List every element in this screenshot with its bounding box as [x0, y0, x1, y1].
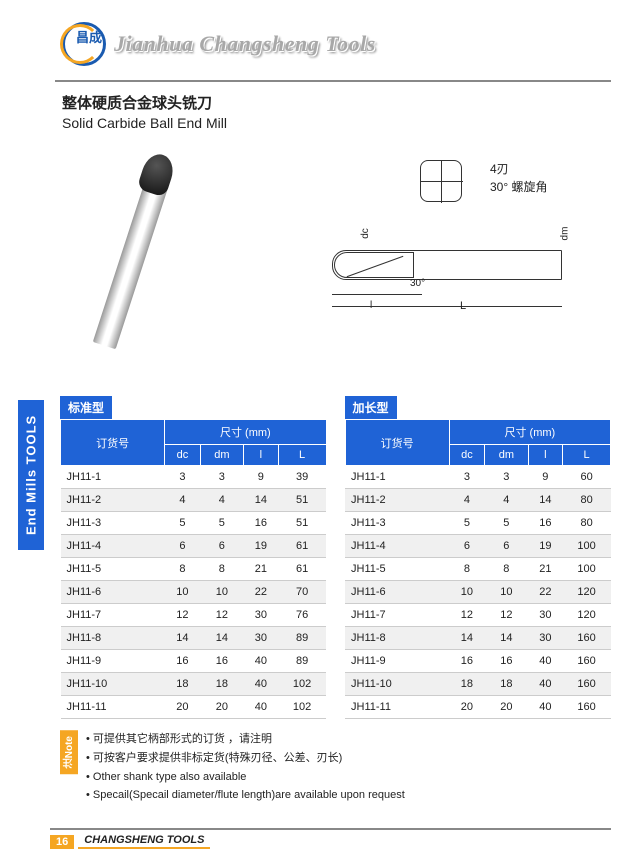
side-category-tab: End Mills TOOLS [18, 400, 44, 550]
table-row: JH11-712123076 [61, 604, 327, 627]
page-number: 16 [50, 835, 74, 849]
table-row: JH11-58821100 [345, 558, 611, 581]
table-row: JH11-814143089 [61, 627, 327, 650]
note-item: Other shank type also available [86, 768, 405, 787]
table-row: JH11-3551680 [345, 512, 611, 535]
table-long-caption: 加长型 [345, 396, 397, 419]
product-title-cn: 整体硬质合金球头铣刀 [62, 92, 227, 113]
brand-title: Jianhua Changsheng Tools [114, 31, 376, 57]
col-dc: dc [449, 445, 485, 466]
col-dc: dc [165, 445, 201, 466]
dim-angle: 30° [410, 278, 425, 289]
table-long: 加长型 订货号 尺寸 (mm) dcdmlL JH11-133960JH11-2… [345, 396, 612, 719]
spec-tables: 标准型 订货号 尺寸 (mm) dcdmlL JH11-133939JH11-2… [60, 396, 611, 719]
col-order: 订货号 [345, 420, 449, 466]
table-row: JH11-10181840102 [61, 673, 327, 696]
table-row: JH11-133939 [61, 466, 327, 489]
table-long-body: JH11-133960JH11-2441480JH11-3551680JH11-… [345, 466, 611, 719]
col-dm: dm [485, 445, 528, 466]
header-divider [55, 80, 611, 82]
col-l: l [244, 445, 279, 466]
table-standard: 标准型 订货号 尺寸 (mm) dcdmlL JH11-133939JH11-2… [60, 396, 327, 719]
col-l: l [528, 445, 563, 466]
table-row: JH11-5882161 [61, 558, 327, 581]
col-dm: dm [200, 445, 243, 466]
notes-section: 注Note 可提供其它柄部形式的订货 ，请注明可按客户要求提供非标定货(特殊刃径… [60, 730, 611, 805]
note-item: 可按客户要求提供非标定货(特殊刃径、公差、刃长) [86, 749, 405, 768]
flute-label: 4刃 [490, 160, 509, 177]
product-photo [70, 150, 180, 360]
dim-dc: dc [360, 228, 371, 239]
table-row: JH11-11202040102 [61, 696, 327, 719]
brand-logo: 昌成 [62, 22, 106, 66]
table-row: JH11-7121230120 [345, 604, 611, 627]
table-row: JH11-46619100 [345, 535, 611, 558]
table-row: JH11-10181840160 [345, 673, 611, 696]
col-L: L [563, 445, 611, 466]
col-order: 订货号 [61, 420, 165, 466]
table-row: JH11-11202040160 [345, 696, 611, 719]
col-L: L [278, 445, 326, 466]
table-long-grid: 订货号 尺寸 (mm) dcdmlL JH11-133960JH11-24414… [345, 419, 612, 719]
tech-diagram: 4刃 30° 螺旋角 dc dm 30° l L [320, 150, 600, 340]
table-row: JH11-916164089 [61, 650, 327, 673]
footer-brand: CHANGSHENG TOOLS [78, 834, 210, 849]
note-item: 可提供其它柄部形式的订货 ，请注明 [86, 730, 405, 749]
product-title-en: Solid Carbide Ball End Mill [62, 115, 227, 131]
endview-icon [420, 160, 462, 202]
table-row: JH11-3551651 [61, 512, 327, 535]
table-standard-caption: 标准型 [60, 396, 112, 419]
table-row: JH11-2441480 [345, 489, 611, 512]
page-header: 昌成 Jianhua Changsheng Tools [62, 22, 606, 66]
table-row: JH11-9161640160 [345, 650, 611, 673]
notes-list: 可提供其它柄部形式的订货 ，请注明可按客户要求提供非标定货(特殊刃径、公差、刃长… [86, 730, 405, 805]
helix-label: 30° 螺旋角 [490, 178, 547, 195]
note-item: Specail(Specail diameter/flute length)ar… [86, 786, 405, 805]
table-row: JH11-6101022120 [345, 581, 611, 604]
dim-L: L [460, 300, 466, 312]
logo-text: 昌成 [76, 32, 102, 44]
table-row: JH11-133960 [345, 466, 611, 489]
product-title: 整体硬质合金球头铣刀 Solid Carbide Ball End Mill [62, 92, 227, 131]
col-dimensions: 尺寸 (mm) [449, 420, 610, 445]
dim-dm: dm [559, 227, 570, 241]
page-footer: 16 CHANGSHENG TOOLS [50, 828, 611, 849]
sideview-drawing: dc dm 30° l L [320, 230, 580, 310]
table-row: JH11-8141430160 [345, 627, 611, 650]
table-row: JH11-610102270 [61, 581, 327, 604]
table-row: JH11-2441451 [61, 489, 327, 512]
notes-tab: 注Note [60, 730, 78, 774]
col-dimensions: 尺寸 (mm) [165, 420, 326, 445]
table-standard-body: JH11-133939JH11-2441451JH11-3551651JH11-… [61, 466, 327, 719]
table-row: JH11-4661961 [61, 535, 327, 558]
table-standard-grid: 订货号 尺寸 (mm) dcdmlL JH11-133939JH11-24414… [60, 419, 327, 719]
